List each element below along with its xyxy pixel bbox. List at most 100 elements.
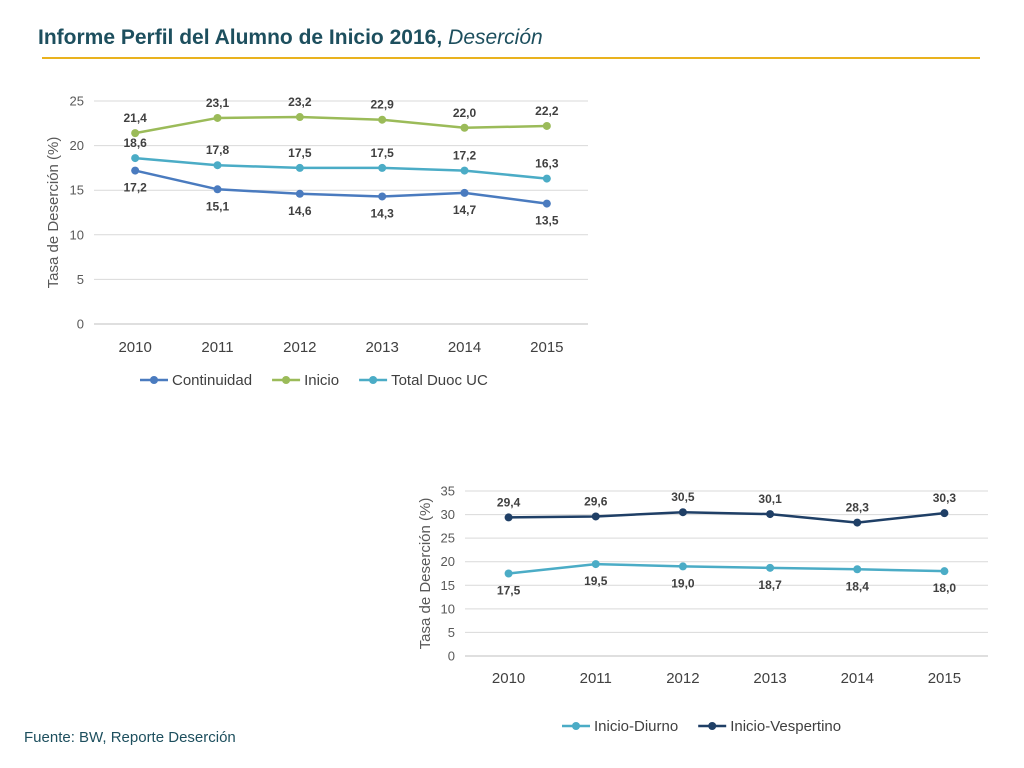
data-label: 17,5: [288, 146, 312, 160]
data-point: [131, 166, 140, 175]
data-point: [542, 121, 551, 130]
y-axis-title: Tasa de Deserción (%): [417, 498, 434, 650]
data-label: 30,1: [758, 492, 782, 506]
y-tick-label: 5: [77, 272, 84, 287]
legend-label: Inicio: [304, 372, 339, 389]
data-point: [678, 508, 687, 517]
data-point: [940, 567, 949, 576]
page-title: Informe Perfil del Alumno de Inicio 2016…: [38, 26, 543, 50]
data-point: [378, 163, 387, 172]
legend-label: Continuidad: [172, 372, 252, 389]
data-label: 17,5: [370, 146, 394, 160]
x-tick-label: 2013: [365, 339, 398, 356]
page-subtitle: Deserción: [448, 26, 543, 49]
legend-label: Inicio-Vespertino: [730, 718, 841, 735]
y-axis-title: Tasa de Deserción (%): [45, 137, 62, 289]
data-label: 16,3: [535, 157, 559, 171]
data-label: 29,4: [497, 495, 521, 509]
data-point: [213, 185, 222, 194]
series-line: [134, 115, 547, 135]
data-point: [591, 560, 600, 569]
y-tick-label: 5: [448, 625, 455, 640]
legend-swatch-marker: [572, 722, 580, 730]
data-point: [542, 174, 551, 183]
data-point: [542, 199, 551, 208]
data-label: 22,2: [535, 104, 559, 118]
data-label: 18,7: [758, 578, 782, 592]
y-tick-label: 20: [441, 554, 455, 569]
data-point: [853, 518, 862, 527]
data-point: [766, 563, 775, 572]
y-tick-label: 15: [70, 183, 84, 198]
data-label: 17,5: [497, 584, 521, 598]
data-point: [131, 129, 140, 138]
data-label: 28,3: [846, 501, 870, 515]
data-label: 18,6: [123, 136, 147, 150]
series-line: [134, 169, 547, 205]
y-tick-label: 15: [441, 578, 455, 593]
x-tick-label: 2010: [492, 670, 525, 687]
data-label: 22,0: [453, 106, 477, 120]
data-point: [504, 569, 513, 578]
y-tick-label: 10: [441, 601, 455, 616]
data-point: [213, 161, 222, 170]
data-point: [460, 188, 469, 197]
title-divider: [42, 57, 980, 59]
y-tick-label: 25: [441, 531, 455, 546]
legend-swatch-marker: [708, 722, 717, 730]
data-label: 30,5: [671, 490, 695, 504]
series-line: [135, 156, 547, 180]
data-label: 17,2: [123, 181, 147, 195]
data-label: 14,6: [288, 204, 312, 218]
legend-label: Inicio-Diurno: [594, 718, 678, 735]
data-label: 18,0: [933, 581, 957, 595]
y-tick-label: 10: [70, 227, 84, 242]
source-note: Fuente: BW, Reporte Deserción: [24, 729, 236, 746]
y-tick-label: 0: [77, 317, 84, 332]
legend-swatch-marker: [369, 376, 378, 384]
y-tick-label: 25: [70, 94, 84, 109]
data-point: [853, 565, 862, 574]
data-point: [295, 113, 304, 122]
data-point: [940, 509, 949, 518]
data-label: 17,8: [206, 143, 230, 157]
data-point: [378, 192, 387, 201]
data-point: [678, 562, 687, 571]
legend-swatch-marker: [150, 376, 158, 384]
y-tick-label: 30: [441, 507, 455, 522]
data-label: 23,1: [206, 96, 230, 110]
data-point: [460, 123, 469, 132]
x-tick-label: 2010: [118, 339, 151, 356]
legend-label: Total Duoc UC: [391, 372, 488, 389]
x-tick-label: 2014: [841, 670, 874, 687]
page-title-main: Informe Perfil del Alumno de Inicio 2016…: [38, 26, 443, 49]
data-point: [295, 163, 304, 172]
x-tick-label: 2011: [201, 339, 233, 356]
data-point: [591, 512, 600, 521]
data-point: [460, 166, 469, 175]
y-tick-label: 35: [441, 484, 455, 499]
x-tick-label: 2015: [530, 339, 563, 356]
x-tick-label: 2012: [666, 670, 699, 687]
data-label: 14,3: [370, 206, 394, 220]
y-tick-label: 20: [70, 138, 84, 153]
y-tick-label: 0: [448, 649, 455, 664]
data-point: [213, 113, 222, 122]
legend-swatch-marker: [282, 376, 291, 384]
data-label: 17,2: [453, 149, 477, 163]
data-point: [766, 510, 775, 519]
data-point: [131, 154, 140, 163]
data-label: 29,6: [584, 494, 608, 508]
x-tick-label: 2012: [283, 339, 316, 356]
data-point: [504, 513, 513, 522]
data-label: 15,1: [206, 199, 230, 213]
x-tick-label: 2015: [928, 670, 961, 687]
data-label: 19,5: [584, 574, 608, 588]
series-line: [508, 562, 945, 575]
x-tick-label: 2014: [448, 339, 481, 356]
data-label: 13,5: [535, 214, 559, 228]
data-label: 18,4: [846, 579, 870, 593]
data-label: 22,9: [370, 98, 394, 112]
